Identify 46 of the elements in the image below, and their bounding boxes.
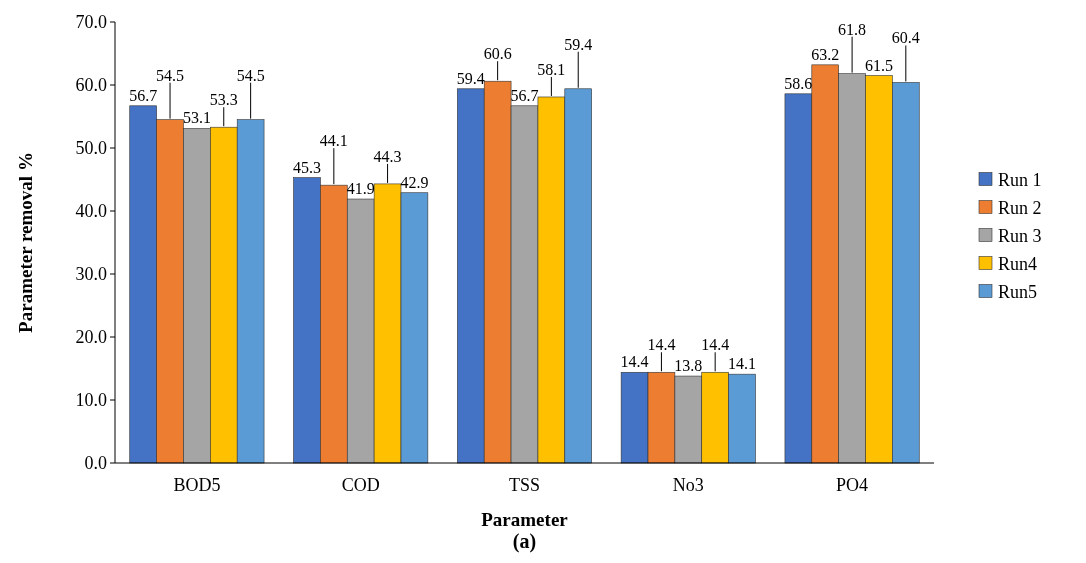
text: (a) — [512, 530, 537, 553]
x-tick-label: TSS — [508, 475, 541, 495]
data-label: 63.2 — [811, 45, 840, 63]
y-tick-label: 30.0 — [75, 264, 107, 285]
data-label: 58.6 — [784, 74, 813, 92]
x-tick-label: COD — [341, 475, 380, 495]
y-tick-label: 20.0 — [75, 327, 107, 348]
data-label: 44.3 — [373, 147, 402, 165]
data-label: 61.5 — [864, 56, 893, 74]
data-label: 45.3 — [292, 158, 321, 176]
x-axis-title: Parameter — [481, 509, 569, 530]
x-tick-label: PO4 — [836, 475, 869, 495]
y-axis-title: Parameter removal % — [15, 152, 36, 333]
data-label: 60.6 — [483, 45, 512, 63]
x-tick-label: BOD5 — [173, 475, 221, 495]
data-label: 58.1 — [537, 60, 566, 78]
data-label: 59.4 — [564, 35, 593, 53]
data-label: 60.4 — [891, 29, 920, 47]
legend-label: Run 2 — [998, 197, 1042, 218]
data-label: 42.9 — [400, 173, 429, 191]
legend-label: Run 1 — [998, 169, 1042, 190]
data-label: 14.4 — [620, 353, 649, 371]
data-label: 54.5 — [156, 66, 185, 84]
data-label: 14.4 — [701, 336, 730, 354]
data-label: 41.9 — [346, 180, 375, 198]
y-tick-label: 40.0 — [75, 201, 107, 222]
y-tick-label: 10.0 — [75, 390, 107, 411]
legend-label: Run5 — [998, 281, 1038, 302]
data-label: 54.5 — [236, 66, 265, 84]
data-label: 56.7 — [510, 86, 539, 104]
data-label: 59.4 — [456, 69, 485, 87]
y-tick-label: 60.0 — [75, 75, 107, 96]
x-tick-label: No3 — [672, 475, 704, 495]
data-label: 56.7 — [129, 86, 158, 104]
y-tick-label: 0.0 — [84, 453, 107, 474]
legend-label: Run4 — [998, 253, 1038, 274]
data-label: 14.1 — [728, 355, 757, 373]
data-label: 61.8 — [838, 20, 867, 38]
legend-label: Run 3 — [998, 225, 1042, 246]
data-label: 44.1 — [319, 132, 348, 150]
y-tick-label: 50.0 — [75, 138, 107, 159]
data-label: 14.4 — [647, 336, 676, 354]
data-label: 13.8 — [674, 357, 703, 375]
data-label: 53.1 — [182, 109, 211, 127]
y-tick-label: 70.0 — [75, 12, 107, 33]
data-label: 53.3 — [209, 91, 238, 109]
